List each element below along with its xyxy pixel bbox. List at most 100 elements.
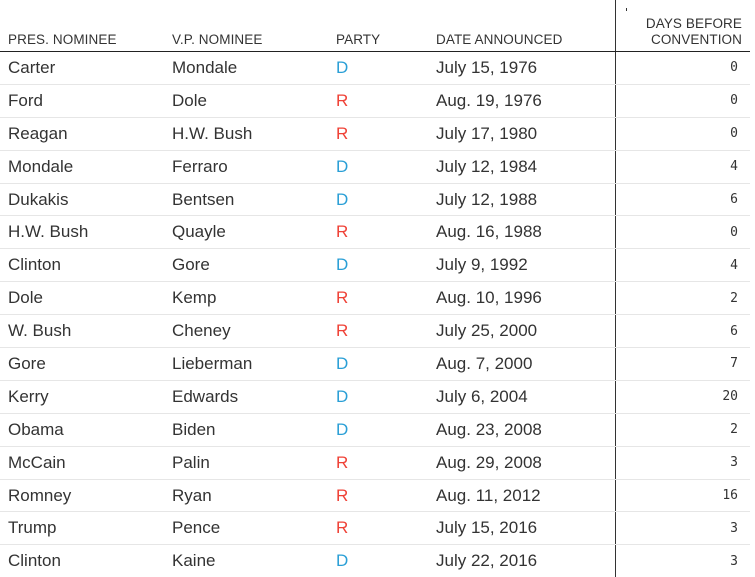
cell-date-announced: July 15, 1976 <box>428 52 615 85</box>
cell-pres-nominee: Mondale <box>0 150 164 183</box>
cell-party: R <box>328 479 428 512</box>
cell-date-announced: Aug. 7, 2000 <box>428 348 615 381</box>
cell-party: D <box>328 348 428 381</box>
header-date-announced: DATE ANNOUNCED <box>428 0 615 52</box>
cell-days-before-convention: 0 <box>615 117 750 150</box>
cell-pres-nominee: Obama <box>0 413 164 446</box>
cell-date-announced: July 12, 1988 <box>428 183 615 216</box>
nominee-table-container: PRES. NOMINEE V.P. NOMINEE PARTY DATE AN… <box>0 0 755 562</box>
cell-vp-nominee: Ferraro <box>164 150 328 183</box>
cell-pres-nominee: W. Bush <box>0 315 164 348</box>
cell-date-announced: Aug. 29, 2008 <box>428 446 615 479</box>
cell-vp-nominee: Pence <box>164 512 328 545</box>
cell-party: R <box>328 446 428 479</box>
table-header: PRES. NOMINEE V.P. NOMINEE PARTY DATE AN… <box>0 0 750 52</box>
cell-days-before-convention: 0 <box>615 84 750 117</box>
header-days-line2: CONVENTION <box>651 32 742 47</box>
cell-party: D <box>328 183 428 216</box>
cell-vp-nominee: Palin <box>164 446 328 479</box>
cell-party: D <box>328 380 428 413</box>
cell-party: D <box>328 413 428 446</box>
cell-vp-nominee: Kemp <box>164 282 328 315</box>
cell-pres-nominee: Ford <box>0 84 164 117</box>
cell-vp-nominee: Lieberman <box>164 348 328 381</box>
cell-party: D <box>328 150 428 183</box>
cell-party: R <box>328 315 428 348</box>
cell-pres-nominee: Dole <box>0 282 164 315</box>
cell-pres-nominee: Gore <box>0 348 164 381</box>
header-days-line1: DAYS BEFORE <box>646 16 742 31</box>
header-row: PRES. NOMINEE V.P. NOMINEE PARTY DATE AN… <box>0 0 750 52</box>
cell-party: D <box>328 249 428 282</box>
cell-party: R <box>328 282 428 315</box>
cell-vp-nominee: Quayle <box>164 216 328 249</box>
cell-party: R <box>328 84 428 117</box>
cell-days-before-convention: 6 <box>615 183 750 216</box>
cell-party: R <box>328 216 428 249</box>
cell-vp-nominee: Edwards <box>164 380 328 413</box>
cell-party: R <box>328 117 428 150</box>
cell-date-announced: Aug. 10, 1996 <box>428 282 615 315</box>
cell-vp-nominee: Ryan <box>164 479 328 512</box>
cell-date-announced: July 15, 2016 <box>428 512 615 545</box>
cell-days-before-convention: 0 <box>615 216 750 249</box>
cell-vp-nominee: Dole <box>164 84 328 117</box>
cell-days-before-convention: 3 <box>615 512 750 545</box>
cell-pres-nominee: Clinton <box>0 249 164 282</box>
cell-pres-nominee: Kerry <box>0 380 164 413</box>
cell-days-before-convention: 16 <box>615 479 750 512</box>
cell-date-announced: July 22, 2016 <box>428 545 615 577</box>
cell-days-before-convention: 6 <box>615 315 750 348</box>
cell-party: R <box>328 512 428 545</box>
cell-days-before-convention: 4 <box>615 150 750 183</box>
cell-date-announced: Aug. 11, 2012 <box>428 479 615 512</box>
cell-days-before-convention: 3 <box>615 446 750 479</box>
cell-days-before-convention: 20 <box>615 380 750 413</box>
cell-date-announced: July 6, 2004 <box>428 380 615 413</box>
cell-date-announced: Aug. 19, 1976 <box>428 84 615 117</box>
cell-date-announced: Aug. 16, 1988 <box>428 216 615 249</box>
cell-days-before-convention: 2 <box>615 413 750 446</box>
cell-pres-nominee: Carter <box>0 52 164 85</box>
cell-party: D <box>328 52 428 85</box>
cell-vp-nominee: Kaine <box>164 545 328 577</box>
cell-days-before-convention: 4 <box>615 249 750 282</box>
cell-date-announced: July 17, 1980 <box>428 117 615 150</box>
cell-days-before-convention: 7 <box>615 348 750 381</box>
cell-party: D <box>328 545 428 577</box>
cell-pres-nominee: McCain <box>0 446 164 479</box>
cell-date-announced: Aug. 23, 2008 <box>428 413 615 446</box>
header-vp-nominee: V.P. NOMINEE <box>164 0 328 52</box>
cell-vp-nominee: Cheney <box>164 315 328 348</box>
cell-days-before-convention: 2 <box>615 282 750 315</box>
cell-days-before-convention: 3 <box>615 545 750 577</box>
cell-vp-nominee: Bentsen <box>164 183 328 216</box>
header-pres-nominee: PRES. NOMINEE <box>0 0 164 52</box>
cell-pres-nominee: Clinton <box>0 545 164 577</box>
cell-pres-nominee: Trump <box>0 512 164 545</box>
cell-pres-nominee: Dukakis <box>0 183 164 216</box>
cell-vp-nominee: Biden <box>164 413 328 446</box>
cell-vp-nominee: Mondale <box>164 52 328 85</box>
cell-pres-nominee: Romney <box>0 479 164 512</box>
cell-pres-nominee: H.W. Bush <box>0 216 164 249</box>
cell-days-before-convention: 0 <box>615 52 750 85</box>
cell-date-announced: July 9, 1992 <box>428 249 615 282</box>
